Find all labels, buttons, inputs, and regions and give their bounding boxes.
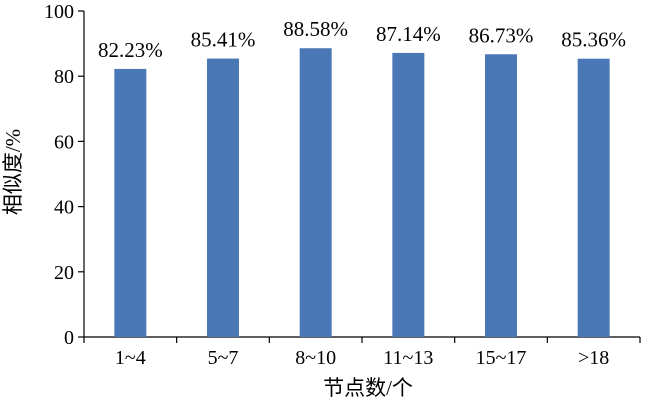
x-axis-title: 节点数/个 — [323, 376, 413, 400]
y-tick-label: 80 — [54, 66, 74, 88]
y-axis: 0 20 40 60 80 100 — [44, 1, 85, 349]
x-tick-label: 11~13 — [383, 347, 433, 369]
y-tick-label: 60 — [54, 131, 74, 153]
x-tick-label: 5~7 — [208, 347, 239, 369]
data-label: 87.14% — [376, 22, 441, 46]
data-labels: 82.23% 85.41% 88.58% 87.14% 86.73% 85.36% — [98, 17, 626, 62]
bars — [114, 48, 610, 338]
data-label: 85.41% — [191, 28, 256, 52]
bar — [485, 54, 517, 338]
bar — [577, 58, 610, 337]
x-tick-label: 8~10 — [295, 347, 336, 369]
y-axis-title: 相似度/% — [1, 129, 25, 215]
data-label: 86.73% — [469, 23, 534, 47]
bar — [392, 52, 425, 338]
x-tick-label: 1~4 — [115, 347, 146, 369]
x-axis: 1~4 5~7 8~10 11~13 15~17 >18 — [83, 336, 641, 369]
x-tick-label: 15~17 — [476, 347, 527, 369]
data-label: 88.58% — [283, 17, 348, 41]
data-label: 85.36% — [561, 28, 626, 52]
y-tick-label: 20 — [54, 262, 74, 284]
x-tick-label: >18 — [578, 347, 609, 369]
bar — [114, 68, 147, 337]
y-tick-label: 100 — [44, 1, 74, 23]
y-tick-label: 0 — [64, 327, 74, 349]
data-label: 82.23% — [98, 38, 163, 62]
y-tick-label: 40 — [54, 197, 74, 219]
bar — [299, 48, 332, 338]
bar — [207, 58, 239, 337]
